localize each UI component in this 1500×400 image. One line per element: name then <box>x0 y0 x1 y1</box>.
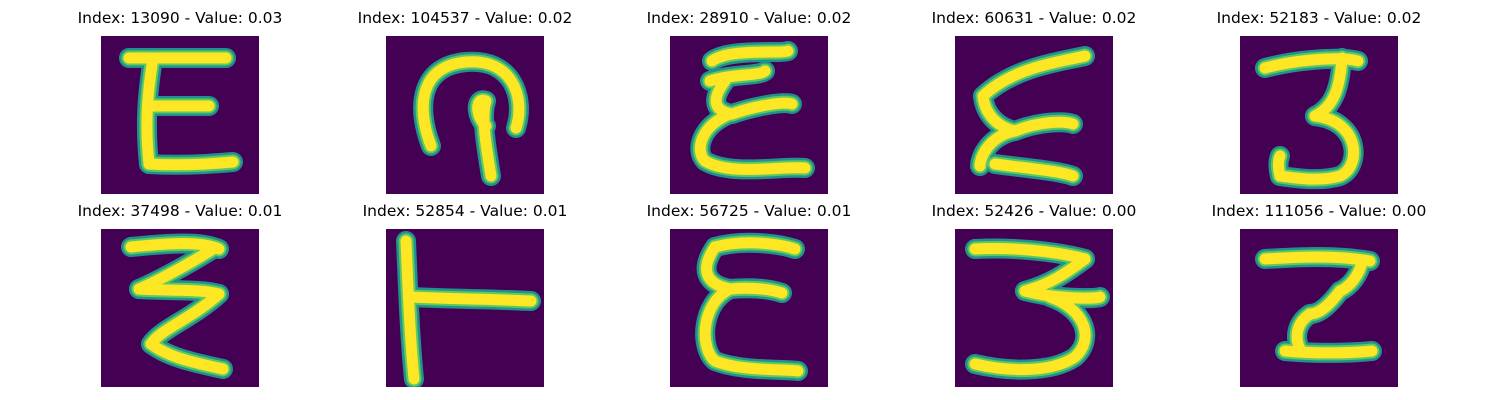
glyph-stroke <box>709 237 801 255</box>
glyph-stroke <box>145 338 229 375</box>
sample-panel: Index: 52183 - Value: 0.02 <box>1177 8 1461 198</box>
glyph-stroke <box>1019 285 1106 304</box>
glyph-stroke <box>989 158 1079 182</box>
sample-panel: Index: 52426 - Value: 0.00 <box>892 201 1176 391</box>
glyph-stroke <box>405 291 537 307</box>
glyph-stroke <box>1291 308 1316 355</box>
glyph-stroke <box>1259 251 1376 267</box>
glyph-stroke <box>706 45 794 67</box>
glyph-stroke <box>143 156 239 171</box>
glyph-image <box>670 36 828 194</box>
sample-panel: Index: 60631 - Value: 0.02 <box>892 8 1176 198</box>
panel-title: Index: 52183 - Value: 0.02 <box>1216 9 1422 27</box>
sample-panel: Index: 56725 - Value: 0.01 <box>607 201 891 391</box>
glyph-image <box>955 36 1113 194</box>
glyph-stroke <box>400 235 420 385</box>
sample-panel: Index: 28910 - Value: 0.02 <box>607 8 891 198</box>
glyph-stroke <box>699 283 804 377</box>
glyph-stroke <box>1273 150 1286 182</box>
glyph-stroke <box>133 283 225 300</box>
glyph-stroke <box>969 291 1091 376</box>
glyph-stroke <box>1279 345 1378 359</box>
glyph-stroke <box>724 282 788 299</box>
glyph-stroke <box>1259 53 1364 74</box>
sample-panel: Index: 37498 - Value: 0.01 <box>38 201 322 391</box>
glyph-image <box>386 36 544 194</box>
panel-title: Index: 56725 - Value: 0.01 <box>646 202 852 220</box>
glyph-image <box>386 229 544 387</box>
panel-title: Index: 37498 - Value: 0.01 <box>77 202 283 220</box>
glyph-stroke <box>145 288 225 350</box>
glyph-image <box>101 36 259 194</box>
sample-panel: Index: 52854 - Value: 0.01 <box>323 201 607 391</box>
panel-title: Index: 52854 - Value: 0.01 <box>362 202 568 220</box>
glyph-stroke <box>969 242 1091 265</box>
sample-panel: Index: 104537 - Value: 0.02 <box>323 8 607 198</box>
panel-title: Index: 28910 - Value: 0.02 <box>646 9 852 27</box>
panel-title: Index: 111056 - Value: 0.00 <box>1211 202 1427 220</box>
glyph-stroke <box>141 52 159 170</box>
glyph-image <box>1240 36 1398 194</box>
panel-title: Index: 104537 - Value: 0.02 <box>357 9 573 27</box>
panel-title: Index: 52426 - Value: 0.00 <box>931 202 1137 220</box>
sample-panel: Index: 111056 - Value: 0.00 <box>1177 201 1461 391</box>
glyph-stroke <box>694 108 811 175</box>
glyph-stroke <box>1009 116 1079 137</box>
glyph-image <box>670 229 828 387</box>
panel-title: Index: 60631 - Value: 0.02 <box>931 9 1137 27</box>
sample-panel: Index: 13090 - Value: 0.03 <box>38 8 322 198</box>
glyph-stroke <box>977 50 1091 102</box>
glyph-image <box>1240 229 1398 387</box>
glyph-stroke <box>1274 110 1360 185</box>
glyph-image <box>955 229 1113 387</box>
glyph-stroke <box>704 65 771 87</box>
glyph-stroke <box>974 125 1021 172</box>
glyph-image <box>101 229 259 387</box>
glyph-stroke <box>472 94 492 132</box>
panel-title: Index: 13090 - Value: 0.03 <box>77 9 283 27</box>
glyph-stroke <box>417 56 525 152</box>
